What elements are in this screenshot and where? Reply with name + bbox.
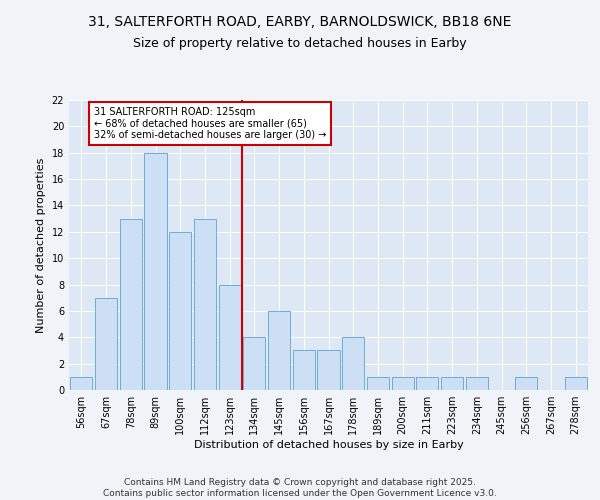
Y-axis label: Number of detached properties: Number of detached properties [36,158,46,332]
Bar [565,377,587,390]
Text: Contains HM Land Registry data © Crown copyright and database right 2025.
Contai: Contains HM Land Registry data © Crown c… [103,478,497,498]
Bar [416,377,439,390]
Bar [317,350,340,390]
Bar [392,377,414,390]
Bar [218,284,241,390]
Text: Size of property relative to detached houses in Earby: Size of property relative to detached ho… [133,38,467,51]
Bar [119,218,142,390]
Text: 31 SALTERFORTH ROAD: 125sqm
← 68% of detached houses are smaller (65)
32% of sem: 31 SALTERFORTH ROAD: 125sqm ← 68% of det… [94,106,326,140]
Bar [268,311,290,390]
Bar [293,350,315,390]
Bar [515,377,538,390]
Bar [194,218,216,390]
Bar [367,377,389,390]
Bar [95,298,117,390]
Bar [466,377,488,390]
Bar [145,152,167,390]
Text: 31, SALTERFORTH ROAD, EARBY, BARNOLDSWICK, BB18 6NE: 31, SALTERFORTH ROAD, EARBY, BARNOLDSWIC… [88,15,512,29]
Bar [70,377,92,390]
Bar [441,377,463,390]
Bar [169,232,191,390]
Bar [243,338,265,390]
Bar [342,338,364,390]
X-axis label: Distribution of detached houses by size in Earby: Distribution of detached houses by size … [194,440,463,450]
